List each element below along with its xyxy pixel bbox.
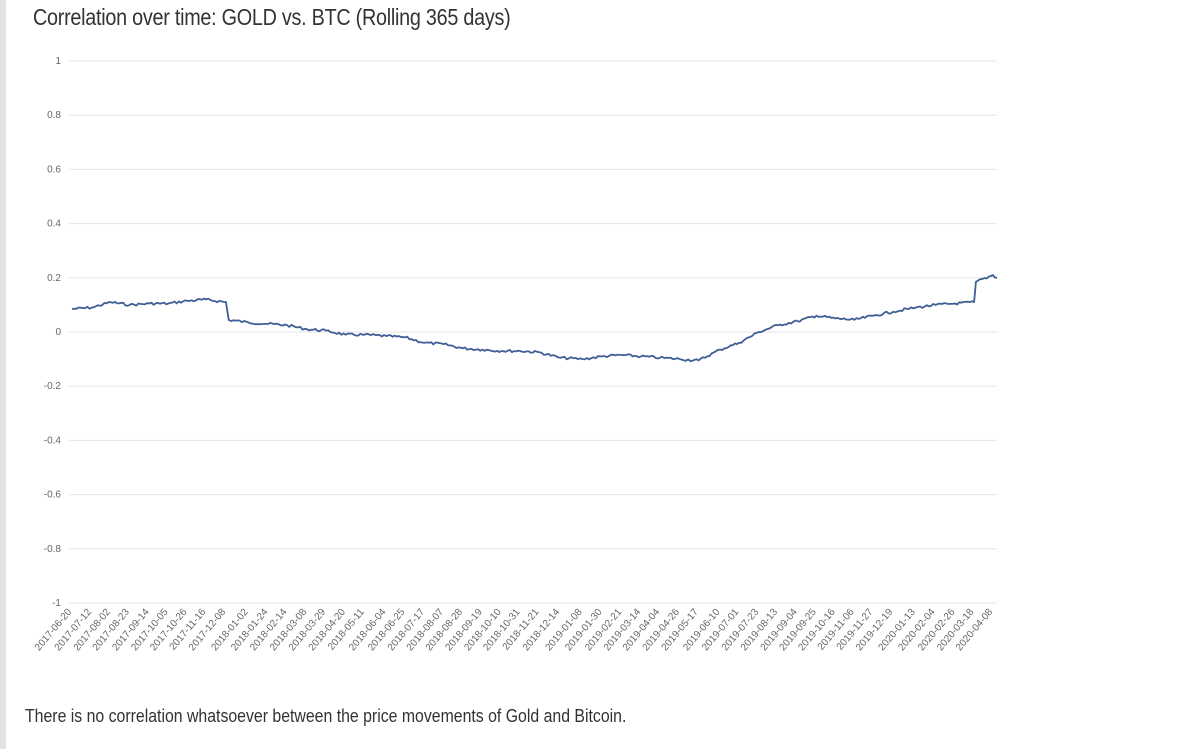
y-tick-label: 1 (55, 56, 61, 67)
data-point (482, 349, 484, 351)
data-point (816, 315, 818, 317)
data-point (186, 300, 188, 302)
chart-caption: There is no correlation whatsoever betwe… (25, 706, 627, 726)
data-point (777, 324, 779, 326)
data-point (582, 358, 584, 360)
data-point (934, 304, 936, 306)
data-point (167, 303, 169, 305)
chart-title: Correlation over time: GOLD vs. BTC (Rol… (33, 4, 511, 30)
data-point (248, 322, 250, 324)
data-point (519, 350, 521, 352)
data-point (872, 315, 874, 317)
data-point (559, 357, 561, 359)
data-point (424, 342, 426, 344)
data-point (443, 343, 445, 345)
data-point (267, 323, 269, 325)
data-point (500, 350, 502, 352)
data-point (225, 301, 227, 303)
data-point (698, 360, 700, 362)
series (71, 274, 998, 362)
y-tick-label: -0.2 (44, 381, 62, 392)
data-point (404, 336, 406, 338)
data-point (975, 281, 977, 283)
data-point (834, 317, 836, 319)
data-point (148, 303, 150, 305)
data-point (853, 319, 855, 321)
data-point (129, 304, 131, 306)
data-point (538, 351, 540, 353)
gridlines (69, 60, 997, 604)
data-point (601, 355, 603, 357)
data-point (228, 319, 230, 321)
data-point (738, 342, 740, 344)
data-point (205, 299, 207, 301)
y-tick-label: 0 (55, 327, 61, 338)
data-point (71, 308, 73, 310)
data-point (325, 330, 327, 332)
data-point (306, 328, 308, 330)
correlation-chart: 1 0.8 0.6 0.4 0.2 0 -0.2 -0.4 -0.6 -0.8 -1 2017-06… (33, 56, 998, 654)
data-point (110, 301, 112, 303)
data-point (286, 324, 288, 326)
y-tick-label: -0.8 (44, 544, 62, 555)
data-point (797, 320, 799, 322)
data-point (915, 307, 917, 309)
data-point (758, 331, 760, 333)
data-point (640, 355, 642, 357)
data-point (364, 334, 366, 336)
data-point (892, 311, 894, 313)
y-tick-label: -1 (52, 598, 61, 609)
y-tick-label: 0.2 (47, 273, 61, 284)
data-point (954, 303, 956, 305)
data-point (679, 358, 681, 360)
data-point (659, 357, 661, 359)
y-tick-label: 0.8 (47, 110, 61, 121)
data-point (345, 334, 347, 336)
y-axis-ticks: 1 0.8 0.6 0.4 0.2 0 -0.2 -0.4 -0.6 -0.8 -1 (44, 56, 62, 609)
y-tick-label: 0.6 (47, 164, 61, 175)
data-point (973, 301, 975, 303)
data-point (385, 335, 387, 337)
data-point (996, 277, 998, 279)
data-point (992, 274, 994, 276)
data-point (91, 307, 93, 309)
data-point (462, 347, 464, 349)
left-border (0, 0, 6, 749)
y-tick-label: -0.6 (44, 490, 62, 501)
data-point (719, 349, 721, 351)
x-axis-ticks: 2017-06-202017-07-122017-08-022017-08-23… (33, 607, 996, 654)
y-tick-label: -0.4 (44, 435, 62, 446)
data-point (621, 354, 623, 356)
y-tick-label: 0.4 (47, 219, 61, 230)
correlation-line (71, 274, 998, 362)
